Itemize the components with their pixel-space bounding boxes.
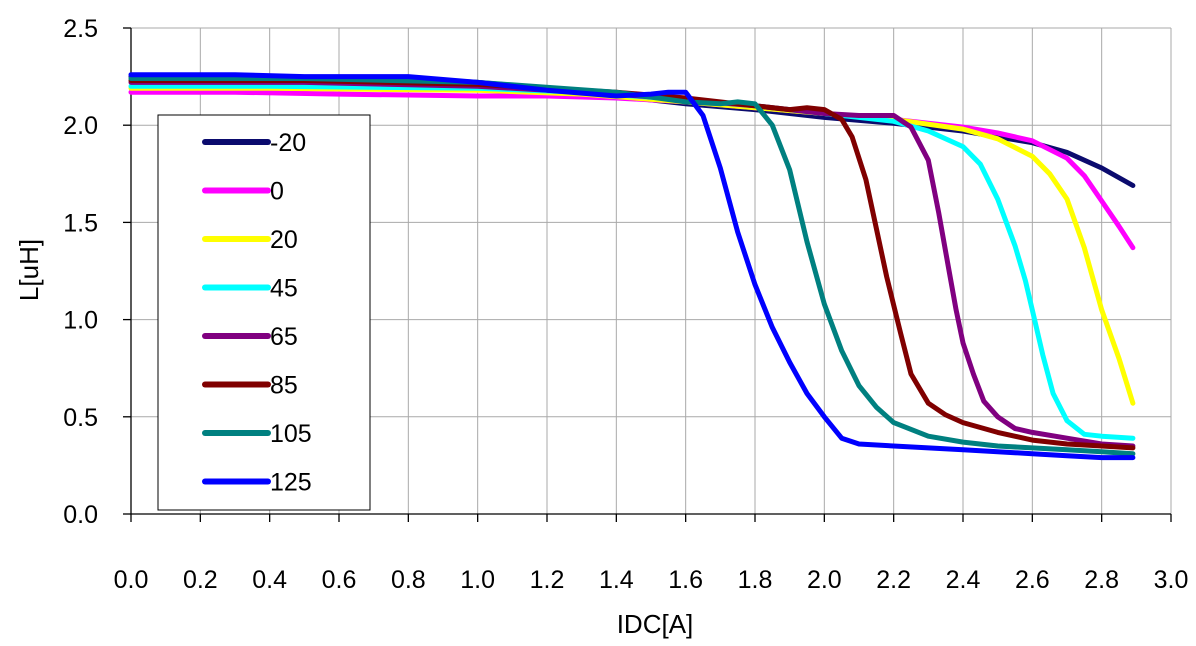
x-tick-label: 0.0 <box>114 566 149 594</box>
legend-label: 105 <box>270 420 312 448</box>
x-axis-label: IDC[A] <box>617 609 694 639</box>
x-tick-label: 2.4 <box>946 566 981 594</box>
legend-label: -20 <box>270 129 306 157</box>
series-layer <box>128 72 1136 461</box>
x-tick-label: 2.0 <box>807 566 842 594</box>
x-tick-label: 0.2 <box>183 566 218 594</box>
legend-box <box>157 114 371 511</box>
y-axis-label: L[uH] <box>14 239 44 301</box>
y-tick-label: 0.0 <box>63 501 98 529</box>
x-tick-label: 1.4 <box>599 566 634 594</box>
y-tick-label: 2.5 <box>63 15 98 43</box>
legend-label: 125 <box>270 469 312 497</box>
legend-label: 0 <box>270 178 284 206</box>
x-tick-label: 1.6 <box>668 566 703 594</box>
x-tick-label: 3.0 <box>1154 566 1189 594</box>
y-tick-label: 0.5 <box>63 404 98 432</box>
x-tick-label: 2.6 <box>1015 566 1050 594</box>
x-tick-label: 0.6 <box>322 566 357 594</box>
series-line-125 <box>128 72 1136 461</box>
legend-label: 20 <box>270 226 298 254</box>
x-tick-label: 0.8 <box>391 566 426 594</box>
y-tick-label: 2.0 <box>63 112 98 140</box>
legend: -20 0 20 45 65 85 105 125 <box>157 114 371 511</box>
x-tick-label: 2.8 <box>1084 566 1119 594</box>
y-tick-label: 1.0 <box>63 307 98 335</box>
legend-label: 85 <box>270 372 298 400</box>
x-tick-label: 1.2 <box>530 566 565 594</box>
x-tick-label: 1.8 <box>738 566 773 594</box>
legend-label: 65 <box>270 323 298 351</box>
series-line-105 <box>128 76 1136 457</box>
legend-label: 45 <box>270 275 298 303</box>
x-tick-label: 1.0 <box>460 566 495 594</box>
x-tick-label: 0.4 <box>252 566 287 594</box>
series-line-85 <box>128 78 1136 451</box>
axis-layer: 0.0 0.2 0.4 0.6 0.8 1.0 1.2 1.4 1.6 1.8 2.0 2.2 2.4 2… <box>63 15 1188 594</box>
x-tick-label: 2.2 <box>876 566 911 594</box>
y-tick-label: 1.5 <box>63 209 98 237</box>
